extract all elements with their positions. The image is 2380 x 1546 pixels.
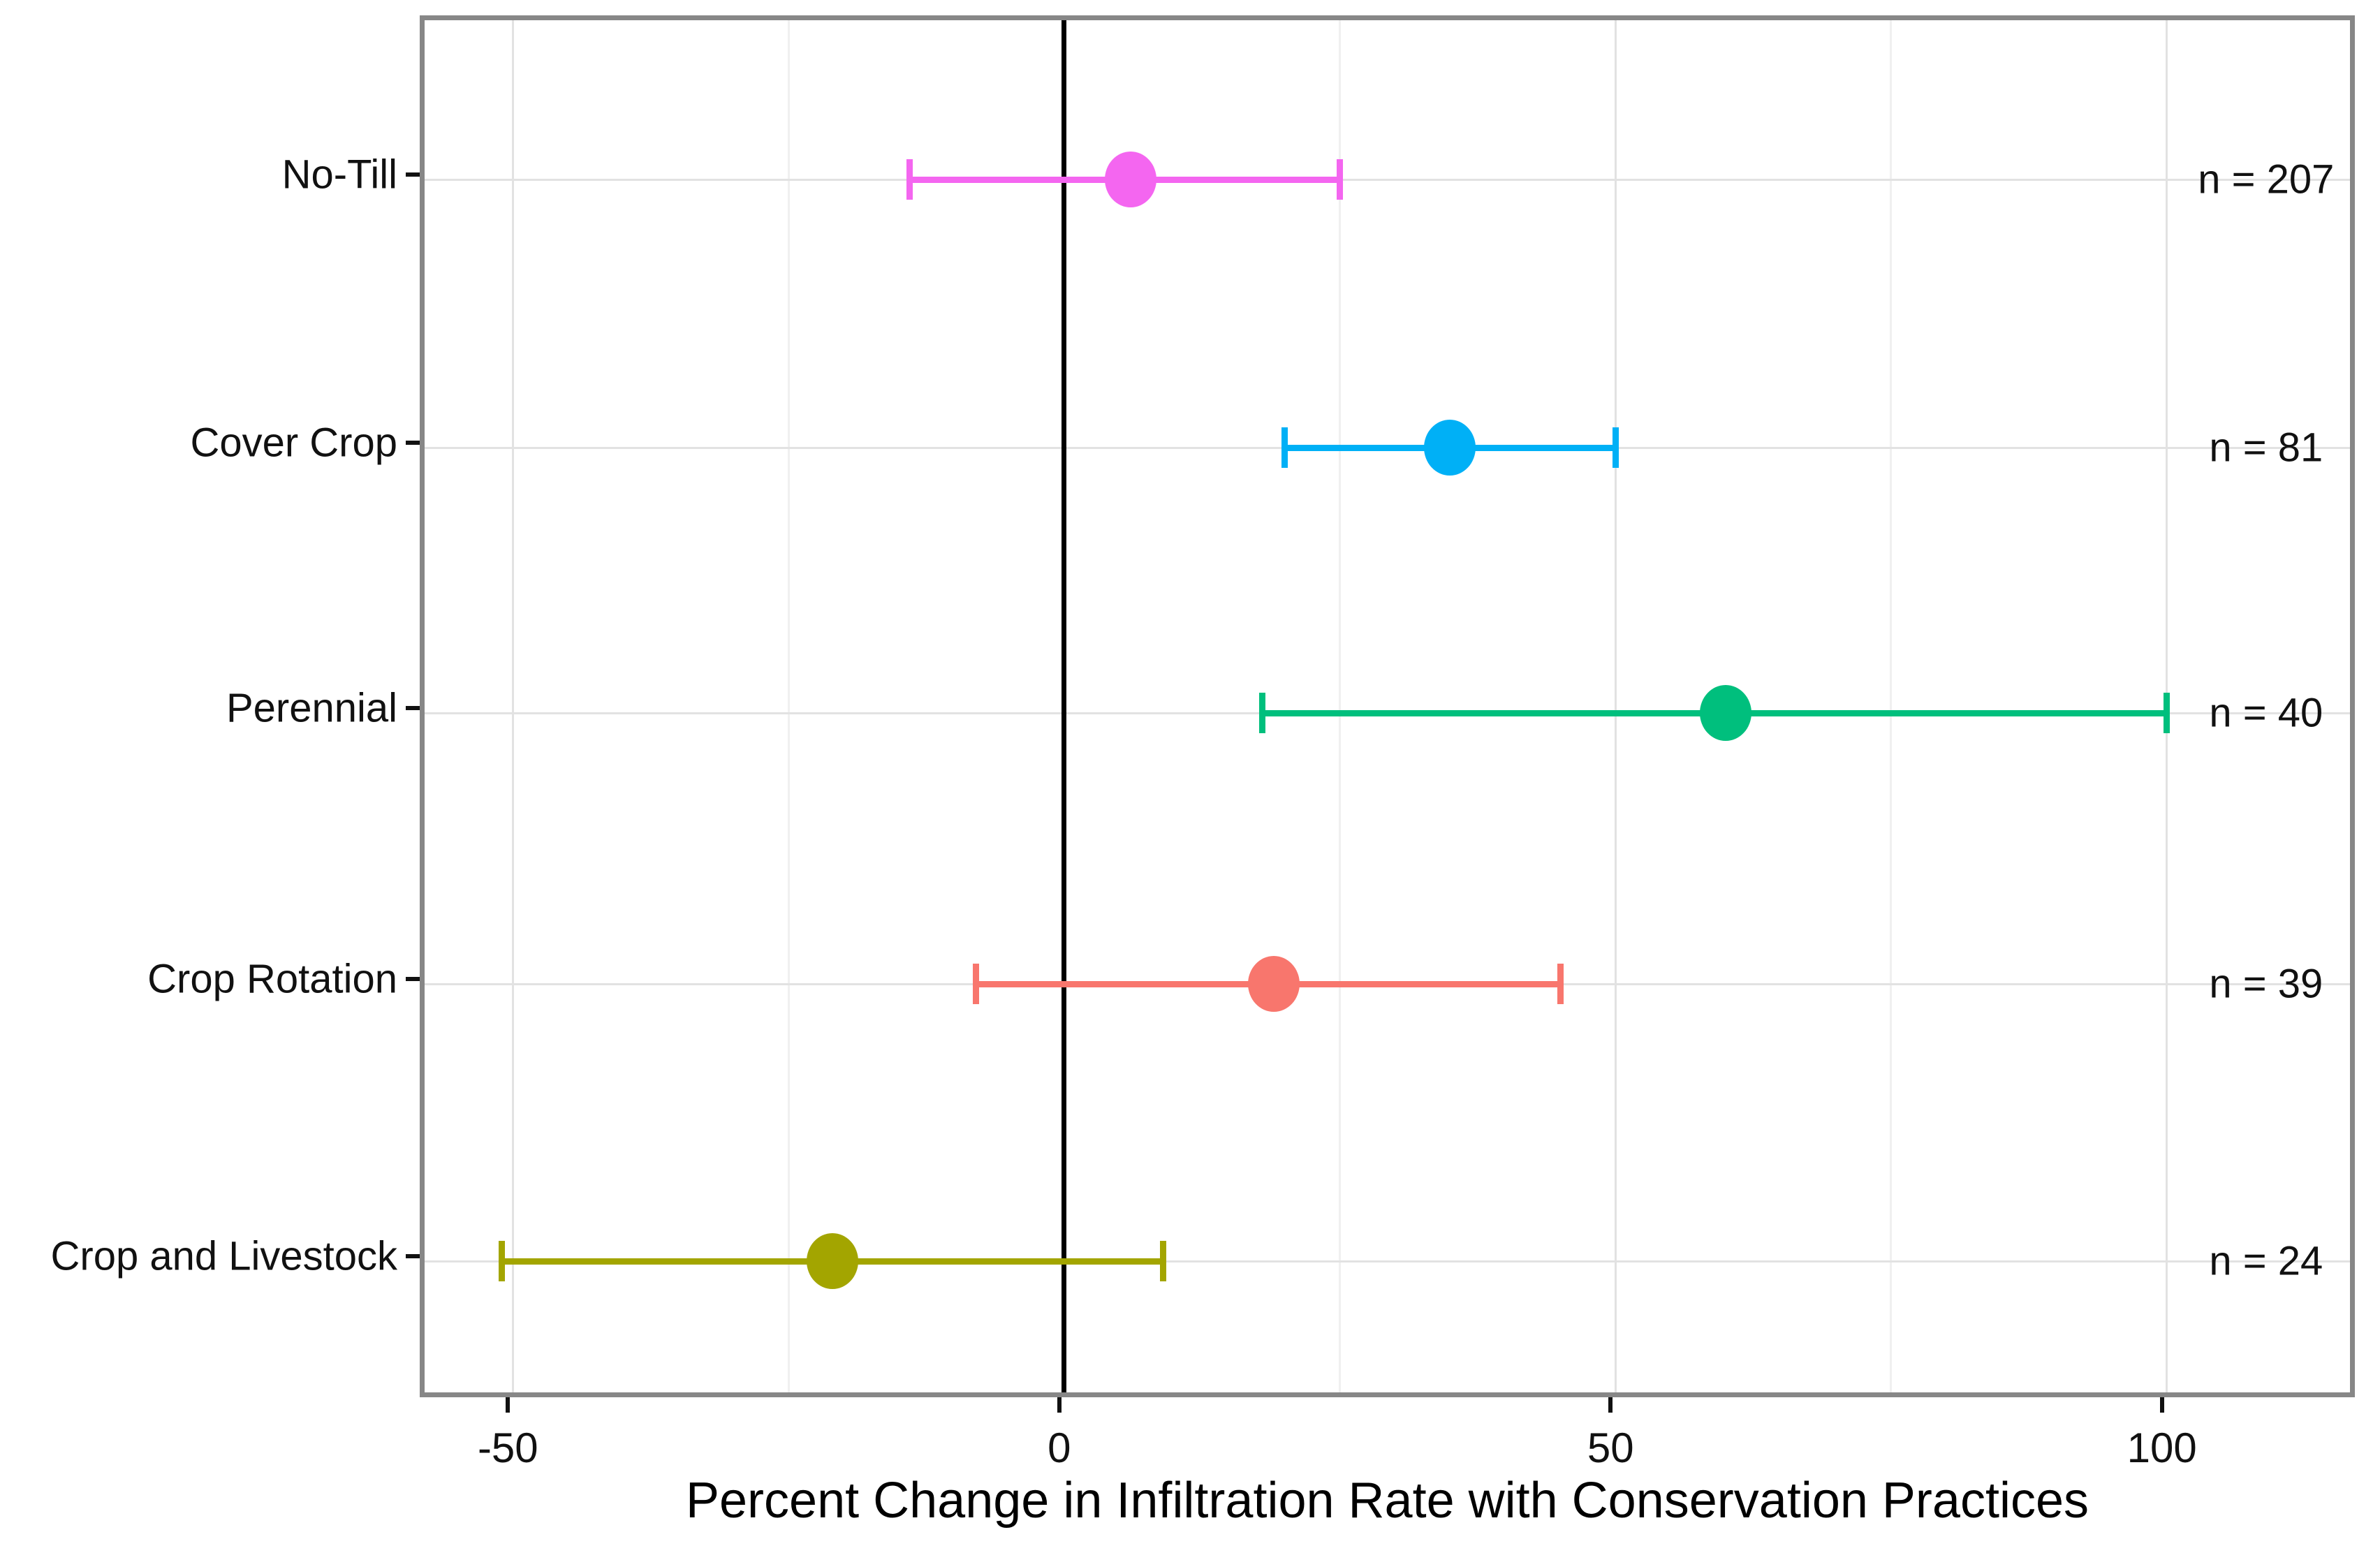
major-gridline	[511, 20, 514, 1392]
error-bar-cap-low	[1259, 693, 1266, 733]
sample-size-label: n = 24	[2209, 1238, 2323, 1284]
sample-size-label: n = 81	[2209, 425, 2323, 471]
error-bar-cap-high	[1557, 964, 1564, 1004]
data-point	[1424, 420, 1476, 476]
y-axis-category-label: Perennial	[226, 685, 397, 731]
x-axis-tick-label: 0	[1048, 1424, 1071, 1471]
y-axis-category-label: Crop and Livestock	[50, 1233, 397, 1279]
x-axis-tick	[506, 1397, 510, 1413]
x-axis-tick-label: -50	[477, 1424, 538, 1471]
error-bar-cap-low	[499, 1241, 506, 1281]
x-axis-tick	[1608, 1397, 1613, 1413]
data-point	[807, 1233, 859, 1289]
y-axis-tick	[406, 441, 420, 445]
y-axis-tick	[406, 706, 420, 710]
zero-reference-line	[1062, 20, 1067, 1392]
error-bar-cap-low	[906, 159, 913, 200]
x-axis-tick-label: 50	[1587, 1424, 1634, 1471]
minor-gridline	[1890, 20, 1893, 1392]
data-point	[1247, 956, 1300, 1012]
x-axis-tick	[1057, 1397, 1062, 1413]
y-axis-tick	[406, 1254, 420, 1258]
sample-size-label: n = 39	[2209, 961, 2323, 1007]
error-bar-cap-low	[972, 964, 979, 1004]
data-point	[1104, 152, 1156, 207]
error-bar-cap-high	[2164, 693, 2170, 733]
major-gridline	[1614, 20, 1617, 1392]
error-bar-cap-low	[1281, 427, 1288, 468]
row-gridline	[425, 1260, 2350, 1262]
x-axis-title: Percent Change in Infiltration Rate with…	[685, 1473, 2089, 1529]
y-axis-category-label: No-Till	[281, 152, 397, 198]
error-bar-cap-high	[1337, 159, 1343, 200]
y-axis-tick	[406, 977, 420, 981]
row-gridline	[425, 178, 2350, 181]
minor-gridline	[1339, 20, 1341, 1392]
sample-size-label: n = 207	[2198, 156, 2335, 203]
plot-panel: n = 207 n = 81 n = 40 n = 39 n = 24	[420, 15, 2355, 1397]
y-axis-category-label: Crop Rotation	[147, 956, 397, 1002]
data-point	[1700, 685, 1752, 741]
y-axis-category-label: Cover Crop	[190, 420, 397, 466]
minor-gridline	[787, 20, 790, 1392]
x-axis-tick	[2159, 1397, 2164, 1413]
error-bar-cap-high	[1612, 427, 1619, 468]
x-axis-tick-label: 100	[2126, 1424, 2197, 1471]
error-bar-cap-high	[1160, 1241, 1167, 1281]
sample-size-label: n = 40	[2209, 690, 2323, 736]
y-axis-tick	[406, 172, 420, 177]
